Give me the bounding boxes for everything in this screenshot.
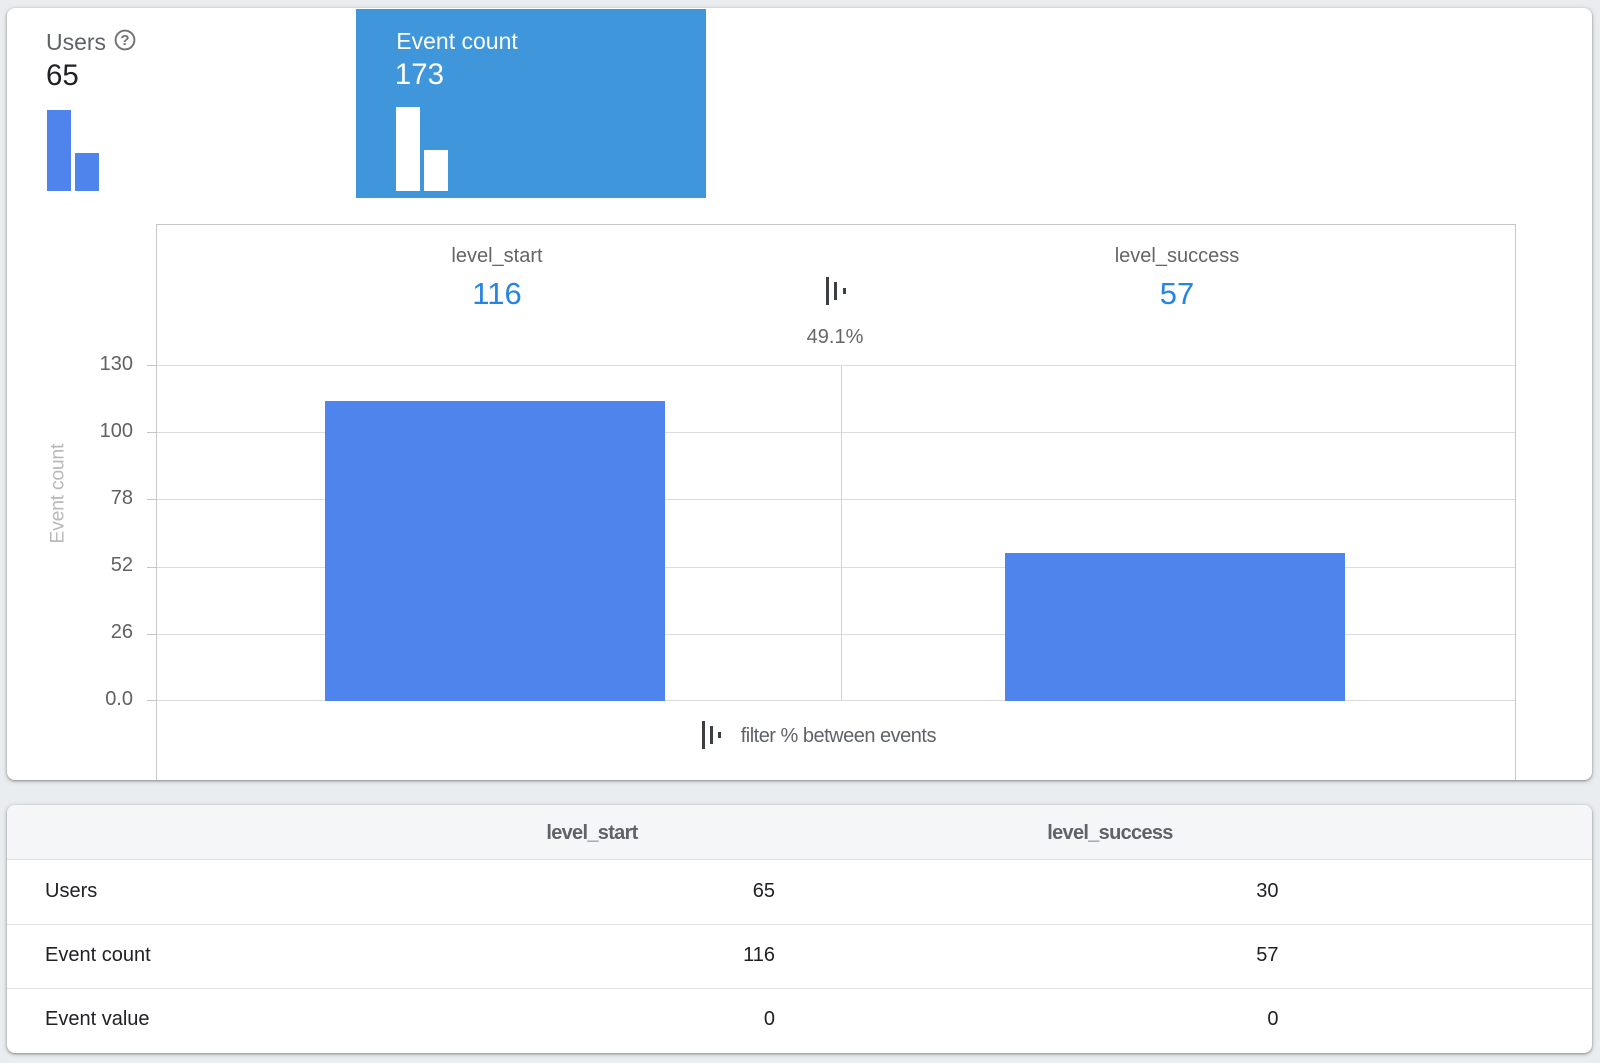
svg-text:?: ? [120, 32, 129, 49]
